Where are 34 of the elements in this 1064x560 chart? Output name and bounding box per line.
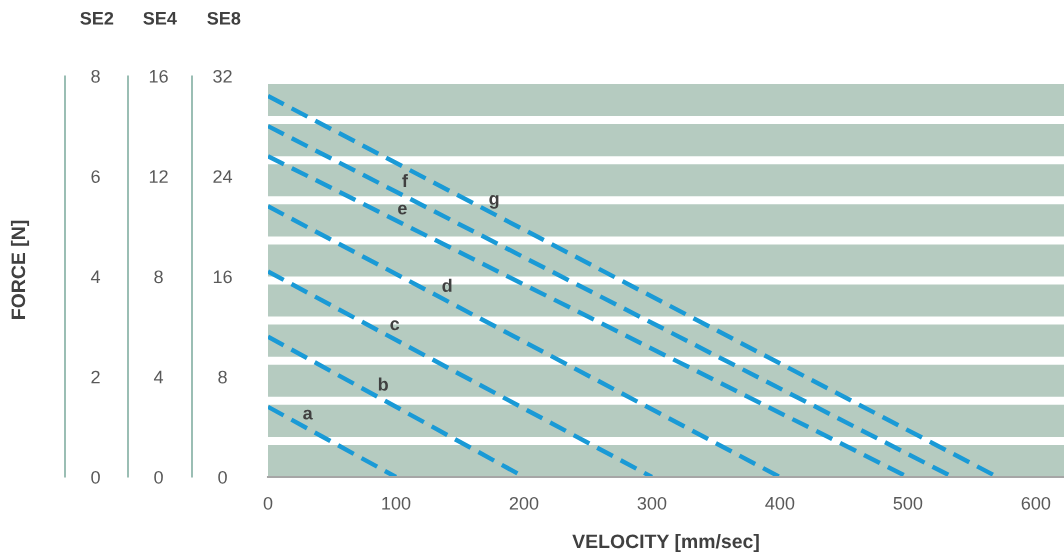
series-label: a — [303, 409, 313, 420]
y-tick-label: 0 — [91, 470, 100, 484]
x-tick-label: 100 — [382, 496, 411, 510]
series-label: c — [390, 320, 400, 331]
x-tick-label: 400 — [765, 496, 795, 510]
y2-tick-label: 0 — [154, 470, 163, 484]
y2-tick-label: 12 — [149, 170, 168, 183]
series-label: d — [442, 278, 452, 293]
y2-tick-label: 4 — [153, 370, 164, 384]
y-tick-label: 2 — [91, 370, 100, 384]
x-tick-label: 200 — [509, 496, 539, 510]
y3-tick-label: 24 — [213, 170, 233, 183]
text: SE4 — [143, 11, 177, 25]
series-label: f — [402, 174, 408, 188]
y-tick-label: 6 — [91, 170, 100, 183]
series-label: b — [378, 377, 388, 391]
x-tick-label: 500 — [893, 496, 923, 510]
y-tick-label: 4 — [90, 270, 101, 284]
y3-tick-label: 16 — [213, 270, 232, 284]
y-axis-title: FORCE [N] — [10, 220, 30, 319]
x-tick-label: 300 — [637, 496, 667, 510]
y3-tick-label: 32 — [213, 69, 232, 83]
series-label: g — [489, 195, 499, 209]
series-label: e — [398, 204, 407, 215]
y2-tick-label: 8 — [154, 270, 163, 284]
y2-tick-label: 16 — [149, 69, 168, 83]
y3-tick-label: 8 — [218, 370, 227, 384]
text: SE2 — [80, 11, 114, 25]
y-tick-label: 8 — [91, 69, 100, 83]
text: SE8 — [207, 11, 241, 25]
x-tick-label: 600 — [1021, 496, 1051, 510]
x-tick-label: 0 — [263, 496, 273, 510]
x-axis-title: VELOCITY [mm/sec] — [572, 533, 759, 553]
y3-tick-label: 0 — [218, 470, 227, 484]
